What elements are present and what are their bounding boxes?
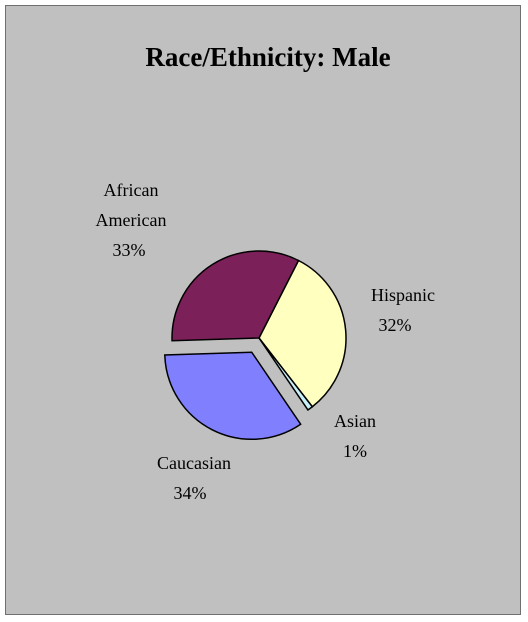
pie-slice-hispanic [258,259,347,408]
pie-slice-caucasian [164,351,302,440]
data-label-percent-3: 33% [113,240,146,260]
chart-title: Race/Ethnicity: Male [145,42,390,72]
data-label-name-3: American [96,210,167,230]
data-label-name-3: African [104,180,159,200]
pie-slice-african-american [171,250,300,342]
data-label-percent-1: 1% [343,441,367,461]
pie-slice-asian [258,337,314,411]
data-label-percent-0: 32% [379,315,412,335]
data-label-name-0: Hispanic [371,285,435,305]
data-label-name-1: Asian [334,411,376,431]
data-label-name-2: Caucasian [157,453,231,473]
data-label-percent-2: 34% [174,483,207,503]
